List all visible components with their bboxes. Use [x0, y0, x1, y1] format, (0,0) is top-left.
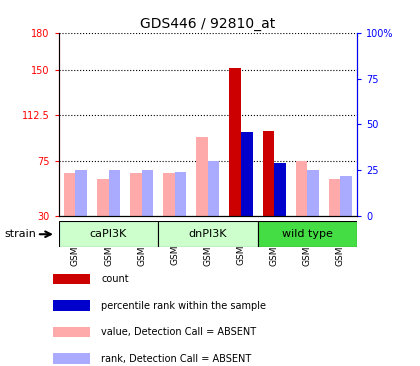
Bar [274, 163, 286, 216]
Bar [53, 300, 90, 311]
Bar [262, 131, 274, 216]
Text: wild type: wild type [282, 229, 333, 239]
Bar [64, 173, 75, 216]
Bar [175, 172, 186, 216]
Bar [53, 353, 90, 364]
Bar [241, 132, 253, 216]
Bar [59, 221, 158, 247]
Bar [229, 68, 241, 216]
Bar [97, 179, 108, 216]
Bar [163, 173, 175, 216]
Bar [108, 170, 120, 216]
Bar [75, 170, 87, 216]
Text: percentile rank within the sample: percentile rank within the sample [101, 300, 266, 310]
Bar [341, 176, 352, 216]
Bar [257, 221, 357, 247]
Text: caPI3K: caPI3K [90, 229, 127, 239]
Text: dnPI3K: dnPI3K [189, 229, 227, 239]
Bar [208, 161, 220, 216]
Bar [158, 221, 257, 247]
Text: count: count [101, 274, 129, 284]
Text: strain: strain [4, 229, 36, 239]
Bar [196, 137, 208, 216]
Bar [307, 170, 319, 216]
Bar [296, 161, 307, 216]
Bar [53, 327, 90, 337]
Bar [53, 274, 90, 284]
Text: rank, Detection Call = ABSENT: rank, Detection Call = ABSENT [101, 354, 252, 363]
Bar [130, 173, 142, 216]
Text: value, Detection Call = ABSENT: value, Detection Call = ABSENT [101, 327, 256, 337]
Bar [329, 179, 341, 216]
Bar [142, 170, 153, 216]
Title: GDS446 / 92810_at: GDS446 / 92810_at [140, 16, 276, 30]
